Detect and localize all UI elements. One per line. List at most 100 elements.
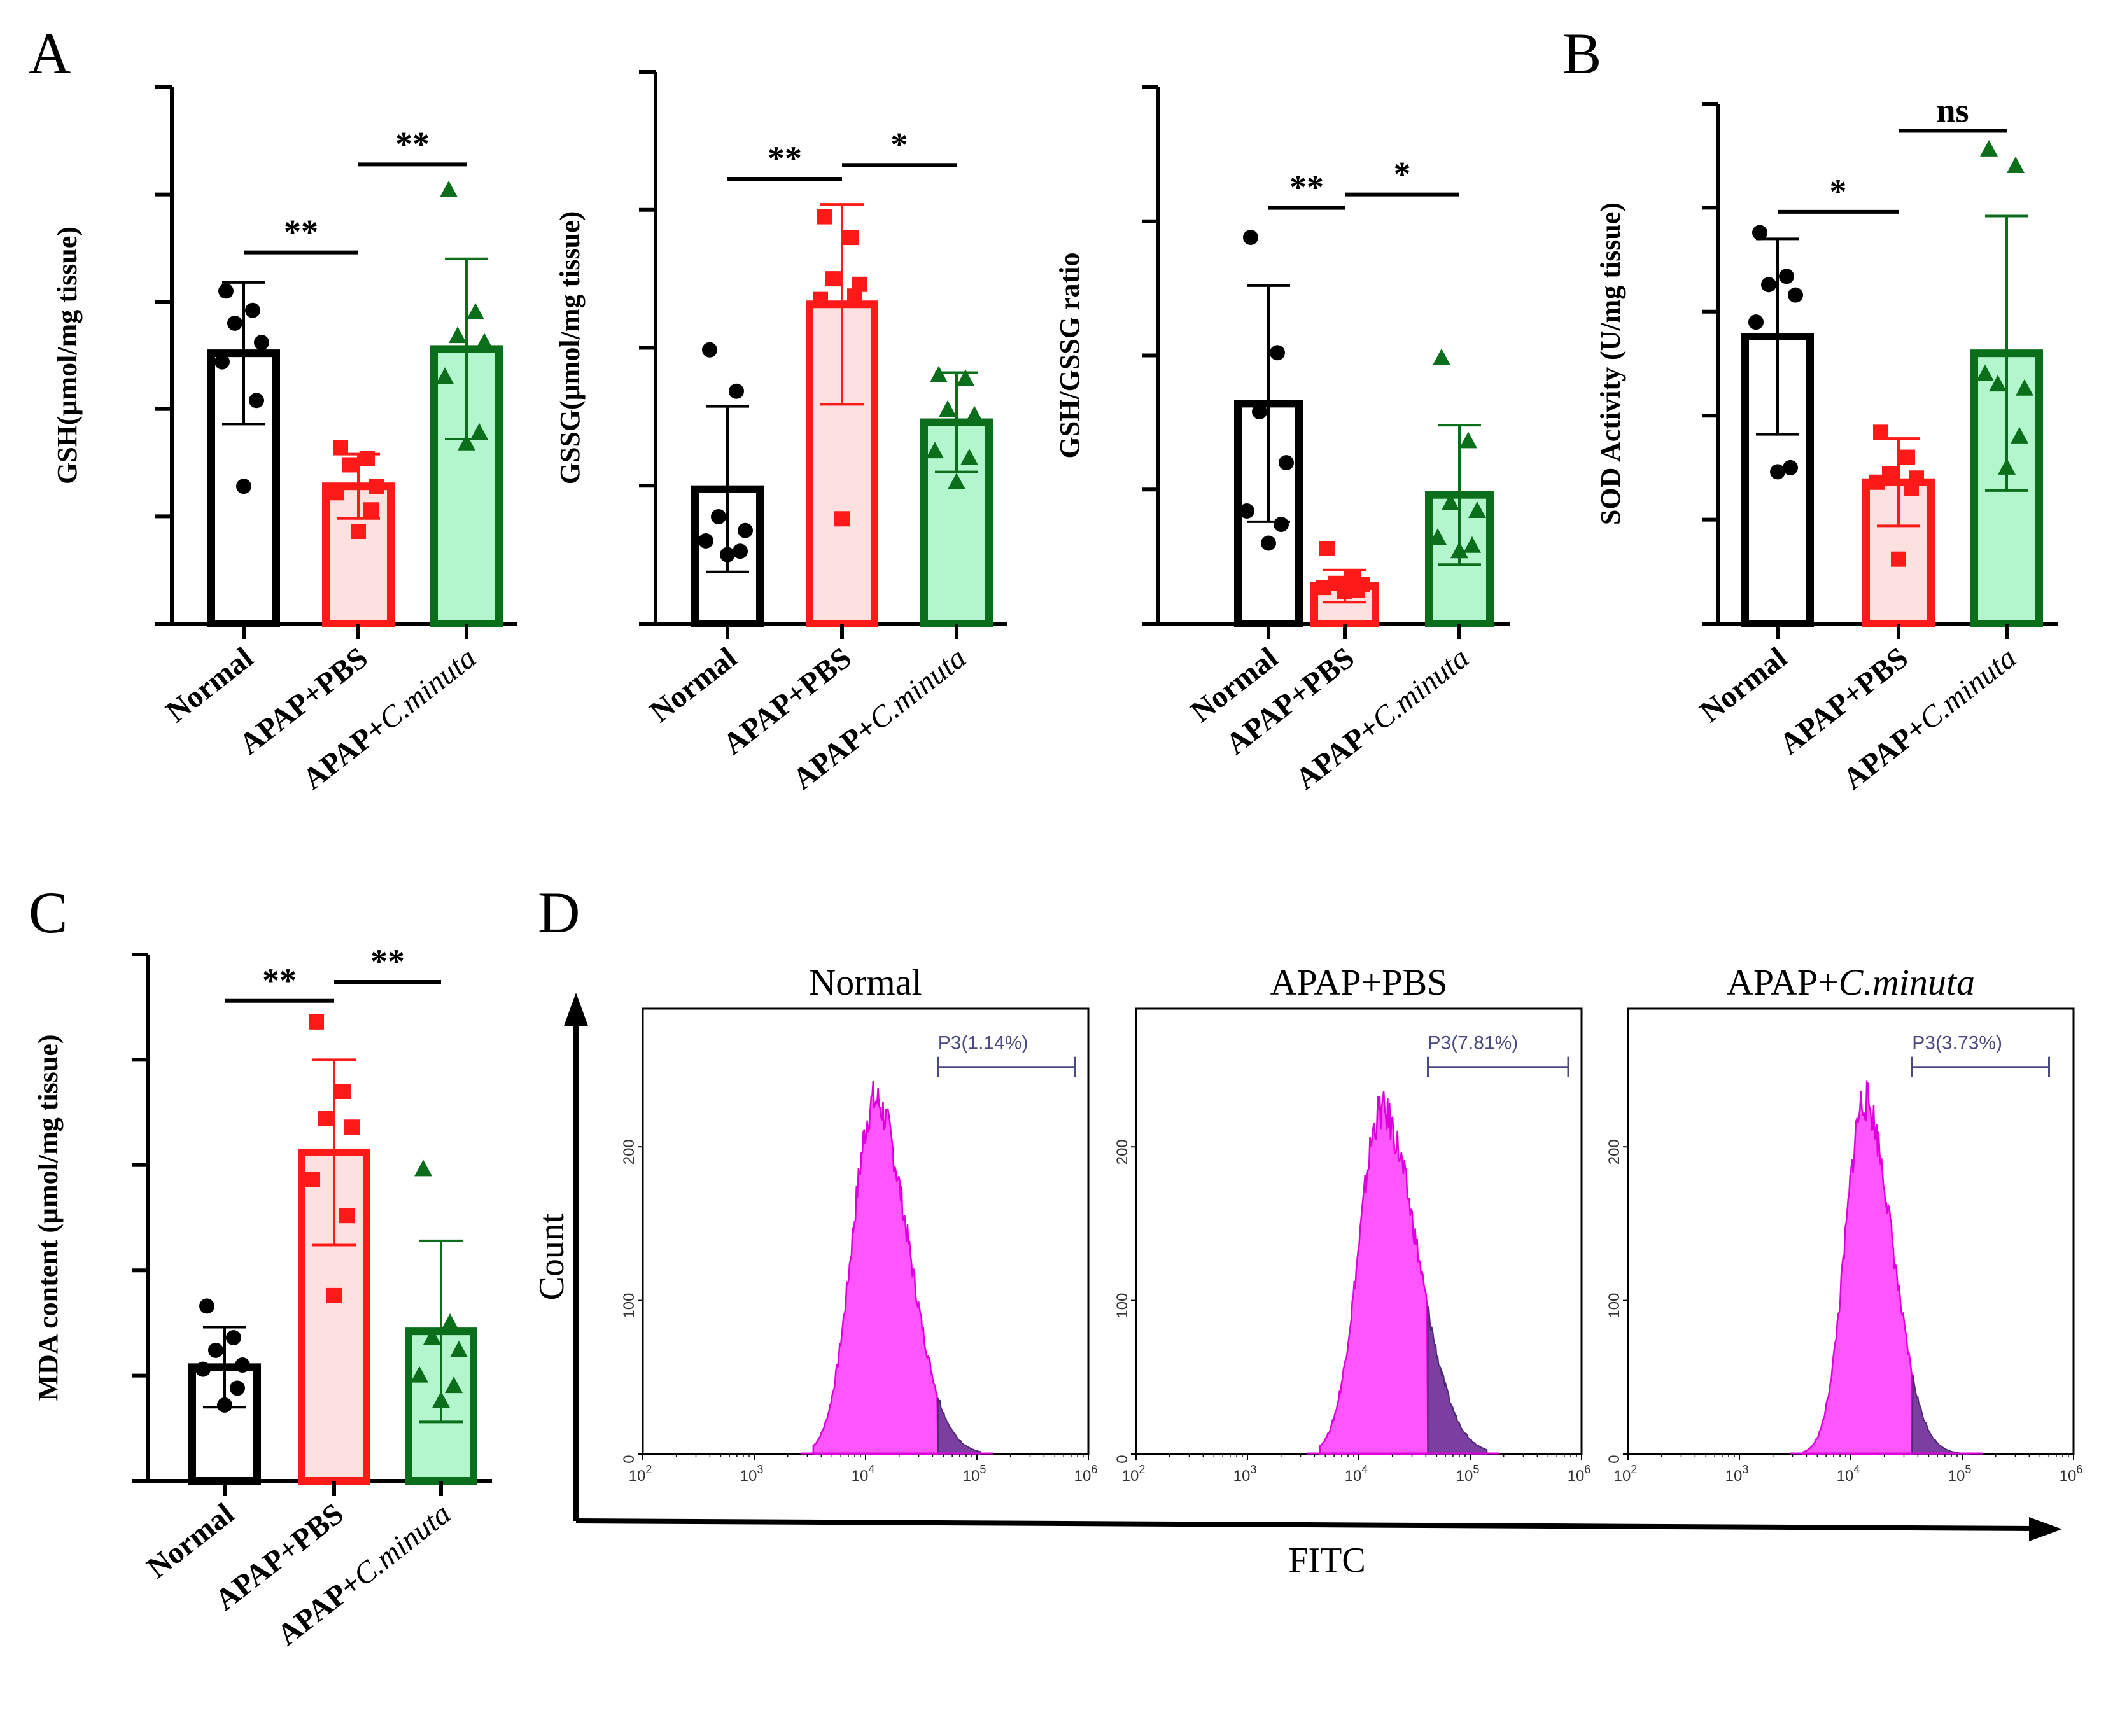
gate-label: P3(1.14%): [938, 1033, 1028, 1054]
x-tick-base: 10: [740, 1467, 757, 1485]
data-point-normal: [208, 1342, 223, 1358]
data-point-apap-cminuta: [450, 1340, 468, 1357]
x-tick-base: 10: [2060, 1467, 2077, 1485]
data-point-apap-cminuta: [441, 1313, 459, 1330]
x-tick-exponent: 4: [868, 1463, 874, 1476]
data-point-apap-pbs: [834, 511, 850, 527]
category-label-italic: C.minuta: [1365, 641, 1475, 737]
x-tick-exponent: 5: [1473, 1463, 1479, 1476]
data-point-apap-pbs: [825, 271, 841, 287]
x-tick-label: 106: [1074, 1463, 1098, 1485]
significance-label: *: [891, 125, 908, 164]
data-point-normal: [218, 283, 234, 299]
category-label-text: APAP+: [1837, 710, 1934, 796]
data-point-apap-pbs: [326, 1287, 342, 1303]
gssg-bar-chart: GSSG(μmol/mg tissue)NormalAPAP+PBSAPAP+C…: [554, 70, 1007, 796]
data-point-apap-pbs: [1337, 584, 1352, 599]
category-label-text: APAP+: [271, 1566, 368, 1652]
data-point-apap-pbs: [339, 1208, 355, 1224]
data-point-apap-pbs: [318, 1111, 333, 1127]
y-axis-label: GSSG(μmol/mg tissue): [554, 211, 586, 485]
data-point-apap-cminuta: [1989, 375, 2007, 392]
data-point-normal: [1270, 345, 1285, 361]
data-point-normal: [230, 1380, 245, 1396]
gsh-gssg-ratio-bar-chart: GSH/GSSG ratioNormalAPAP+PBSAPAP+C.minut…: [1054, 85, 1510, 796]
category-label-text: APAP+: [1289, 710, 1386, 796]
histogram-title: APAP+PBS: [1270, 962, 1448, 1003]
data-point-normal: [217, 1397, 232, 1413]
data-point-apap-cminuta: [2007, 157, 2025, 174]
significance-label: **: [395, 125, 430, 163]
category-label-text: Normal: [1694, 641, 1794, 729]
x-tick-label: 106: [2060, 1463, 2083, 1485]
x-tick-exponent: 3: [1250, 1463, 1256, 1476]
data-point-apap-cminuta: [423, 1328, 441, 1345]
significance-label: **: [262, 962, 297, 1000]
panel-label-b: B: [1562, 21, 1601, 86]
data-point-apap-cminuta: [957, 369, 974, 386]
data-point-normal: [245, 302, 260, 318]
x-tick-label: 103: [740, 1463, 764, 1485]
data-point-apap-cminuta: [432, 1391, 450, 1408]
data-point-normal: [1274, 517, 1289, 533]
data-point-apap-pbs: [335, 1084, 351, 1100]
y-tick-label: 200: [1606, 1139, 1623, 1165]
x-tick-exponent: 2: [1631, 1463, 1637, 1476]
histogram-title: APAP+C.minuta: [1727, 962, 1975, 1003]
x-tick-base: 10: [1074, 1467, 1092, 1485]
data-point-normal: [1788, 287, 1803, 303]
data-point-apap-cminuta: [467, 303, 484, 320]
significance-label: **: [1289, 169, 1324, 207]
data-point-apap-pbs: [1900, 449, 1915, 465]
data-point-normal: [1783, 459, 1798, 475]
data-point-normal: [226, 1330, 241, 1346]
category-label-text: Normal: [643, 641, 743, 729]
histogram-title-text: APAP+PBS: [1270, 962, 1448, 1003]
data-point-normal: [236, 479, 251, 494]
data-point-apap-pbs: [333, 440, 348, 456]
category-label-text: APAP+: [787, 710, 883, 796]
data-point-apap-cminuta: [939, 400, 957, 417]
data-point-normal: [235, 1357, 250, 1373]
category-label-italic: C.minuta: [862, 641, 972, 737]
data-point-apap-cminuta: [1468, 501, 1486, 518]
data-point-normal: [738, 522, 753, 538]
data-point-apap-cminuta: [1463, 536, 1481, 553]
x-tick-exponent: 4: [1853, 1463, 1860, 1476]
data-point-apap-cminuta: [926, 442, 944, 459]
data-point-apap-cminuta: [1433, 348, 1450, 365]
x-tick-label: 103: [1233, 1463, 1257, 1485]
data-point-apap-pbs: [1869, 474, 1885, 490]
data-point-apap-cminuta: [1459, 431, 1477, 449]
y-tick-label: 0: [1114, 1455, 1131, 1463]
panel-letters: A B C D: [29, 21, 1601, 945]
x-tick-base: 10: [1837, 1467, 1854, 1485]
data-point-normal: [733, 543, 748, 559]
x-tick-label: 102: [1122, 1463, 1146, 1485]
data-point-normal: [698, 533, 713, 549]
data-point-apap-cminuta: [445, 1376, 463, 1394]
significance-label: **: [768, 139, 802, 178]
x-tick-base: 10: [629, 1467, 646, 1485]
data-point-normal: [1752, 225, 1767, 241]
y-tick-label: 200: [621, 1139, 638, 1165]
histogram-fill: [1319, 1091, 1429, 1455]
histogram-title: Normal: [809, 962, 922, 1003]
significance-label: **: [370, 942, 405, 981]
histogram-title-text: APAP+: [1727, 962, 1839, 1003]
data-point-normal: [711, 509, 726, 525]
x-tick-exponent: 2: [1139, 1463, 1145, 1476]
data-point-apap-pbs: [1904, 480, 1919, 496]
x-tick-exponent: 2: [645, 1463, 652, 1476]
y-tick-label: 200: [1114, 1139, 1131, 1165]
category-label-text: Normal: [141, 1497, 241, 1585]
category-label-italic: C.minuta: [372, 641, 482, 737]
data-point-apap-pbs: [329, 485, 344, 501]
data-point-normal: [199, 1298, 214, 1314]
category-label: Normal: [1694, 641, 1794, 729]
data-point-normal: [1279, 455, 1294, 471]
data-point-normal: [1761, 277, 1776, 293]
category-label-italic: C.minuta: [1913, 641, 2022, 737]
